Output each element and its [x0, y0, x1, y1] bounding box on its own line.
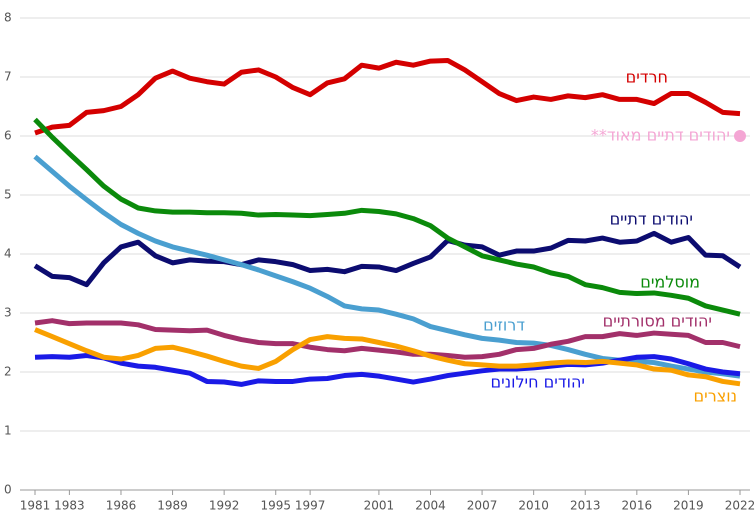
- x-tick-label: 2004: [415, 499, 446, 513]
- x-tick-label: 2016: [622, 499, 653, 513]
- y-tick-label: 7: [4, 70, 12, 84]
- y-tick-label: 5: [4, 188, 12, 202]
- x-tick-label: 1986: [106, 499, 137, 513]
- series-label: חרדים: [626, 68, 668, 87]
- x-tick-label: 1983: [54, 499, 85, 513]
- x-tick-label: 1989: [157, 499, 188, 513]
- series-label: יהודים מסורתיים: [603, 312, 712, 331]
- series-line: [34, 318, 741, 360]
- y-tick-label: 3: [4, 306, 12, 320]
- x-tick-label: 2022: [725, 499, 756, 513]
- y-tick-label: 0: [4, 483, 12, 497]
- series-line: [34, 352, 741, 387]
- point-label: יהודים דתיים מאוד**: [591, 126, 730, 145]
- y-tick-label: 4: [4, 247, 12, 261]
- x-tick-label: 2007: [467, 499, 498, 513]
- point: [734, 130, 746, 142]
- x-tick-label: 2010: [518, 499, 549, 513]
- x-tick-label: 2019: [673, 499, 704, 513]
- y-tick-label: 1: [4, 424, 12, 438]
- series-label: יהודים דתיים: [610, 210, 693, 229]
- x-tick-label: 2001: [364, 499, 395, 513]
- series-label: נוצרים: [694, 387, 737, 406]
- series-line: [34, 327, 741, 387]
- x-tick-label: 1981: [20, 499, 51, 513]
- series-label: דרוזים: [483, 316, 525, 335]
- series-line: [33, 117, 741, 317]
- series-label: מוסלמים: [640, 273, 700, 292]
- y-tick-label: 8: [4, 11, 12, 25]
- series-line: [33, 230, 742, 288]
- x-tick-label: 1992: [209, 499, 240, 513]
- y-tick-label: 6: [4, 129, 12, 143]
- x-tick-label: 1995: [260, 499, 291, 513]
- x-tick-label: 1997: [295, 499, 326, 513]
- y-tick-label: 2: [4, 365, 12, 379]
- x-tick-label: 2013: [570, 499, 601, 513]
- series-label: יהודים חילונים: [491, 373, 586, 392]
- series-line: [34, 57, 741, 136]
